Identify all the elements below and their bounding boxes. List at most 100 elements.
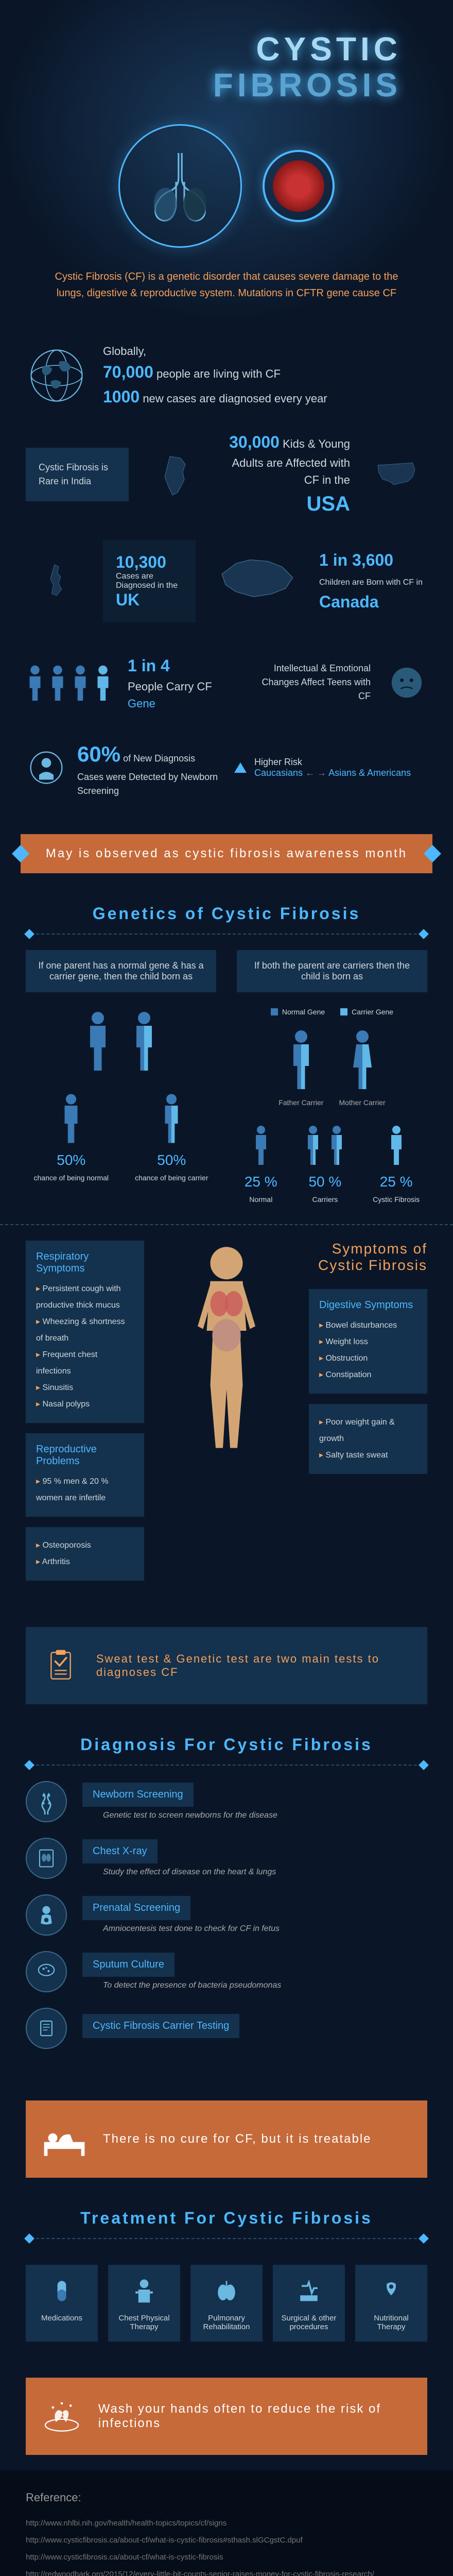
- wash-hands-banner: Wash your hands often to reduce the risk…: [26, 2378, 427, 2455]
- treatment-icon: [211, 2275, 242, 2306]
- list-item: http://www.nhlbi.nih.gov/health/health-t…: [26, 2515, 427, 2532]
- scenario1-outcomes: 50% chance of being normal 50% chance of…: [26, 1090, 216, 1182]
- scenario2-outcomes: 25 % Normal 50 % Carriers 25 % Cystic Fi…: [237, 1122, 427, 1204]
- outcome2-pct1: 25 %: [245, 1174, 277, 1190]
- outcome1-pct1: 50%: [57, 1152, 85, 1168]
- diagnosis-icon: [26, 1781, 67, 1822]
- treatment-card: Surgical & other procedures: [273, 2265, 345, 2342]
- outcome2-carriers: 50 % Carriers: [303, 1122, 347, 1204]
- carry-ratio: 1 in 4: [128, 656, 170, 675]
- stat-uk: 10,300 Cases are Diagnosed in the UK: [103, 540, 196, 622]
- list-item: http://www.cysticfibrosis.ca/about-cf/wh…: [26, 2549, 427, 2566]
- outcome2-normal: 25 % Normal: [245, 1122, 277, 1204]
- legend-carrier: Carrier Gene: [340, 1008, 393, 1016]
- legend-carrier-label: Carrier Gene: [352, 1008, 393, 1016]
- carry-text: 1 in 4 People Carry CF Gene: [128, 653, 216, 712]
- canada-map-icon: [211, 550, 304, 612]
- stat-global-text: Globally, 70,000 people are living with …: [103, 343, 327, 409]
- digestive-title: Digestive Symptoms: [319, 1299, 417, 1311]
- risk-asians: Asians & Americans: [328, 768, 411, 778]
- diagnosis-item: Sputum Culture To detect the presence of…: [26, 1951, 427, 1992]
- other-list: OsteoporosisArthritis: [36, 1537, 134, 1570]
- diagnosis-content: Cystic Fibrosis Carrier Testing: [82, 2014, 427, 2042]
- newcases-desc: new cases are diagnosed every year: [143, 392, 327, 405]
- arrow-up-icon: [234, 762, 247, 773]
- treatment-label: Nutritional Therapy: [361, 2314, 421, 2331]
- respiratory-group: Respiratory Symptoms Persistent cough wi…: [26, 1241, 144, 1423]
- list-item: Sinusitis: [36, 1380, 134, 1396]
- mother-label: Mother Carrier: [339, 1098, 385, 1107]
- teen-face-icon: [386, 662, 427, 703]
- scenario1-desc: If one parent has a normal gene & has a …: [26, 950, 216, 992]
- list-item: 95 % men & 20 % women are infertile: [36, 1473, 134, 1506]
- outcome1-pct2: 50%: [157, 1152, 186, 1168]
- list-item: http://www.cysticfibrosis.ca/about-cf/wh…: [26, 2532, 427, 2549]
- global-stats-section: Globally, 70,000 people are living with …: [0, 322, 453, 819]
- cell-icon: [273, 160, 324, 212]
- outcome2-cf: 25 % Cystic Fibrosis: [373, 1122, 420, 1204]
- list-item: Nasal polyps: [36, 1396, 134, 1413]
- diagnosis-name: Prenatal Screening: [82, 1896, 190, 1920]
- treatment-label: Surgical & other procedures: [279, 2314, 339, 2331]
- global-desc: people are living with CF: [156, 367, 281, 380]
- diagnosis-item: Prenatal Screening Amniocentesis test do…: [26, 1894, 427, 1936]
- symptoms-heading: Symptoms of Cystic Fibrosis: [309, 1241, 427, 1274]
- india-text: Cystic Fibrosis is Rare in India: [39, 461, 116, 488]
- diagnosis-desc: To detect the presence of bacteria pseud…: [82, 1981, 427, 1990]
- awareness-banner: May is observed as cystic fibrosis aware…: [21, 834, 432, 873]
- outcome-normal: 50% chance of being normal: [34, 1090, 109, 1182]
- uk-desc: Cases are Diagnosed in the: [116, 572, 183, 590]
- risk-caucasians: Caucasians: [254, 768, 303, 778]
- diagnosis-content: Chest X-ray Study the effect of disease …: [82, 1839, 427, 1877]
- hospital-bed-icon: [41, 2116, 88, 2162]
- lungs-icon: [139, 145, 221, 227]
- infographic-root: CYSTIC FIBROSIS Cystic Fibrosis (CF) is …: [0, 0, 453, 2576]
- genetics-heading: Genetics of Cystic Fibrosis: [26, 889, 427, 935]
- treatment-icon: [293, 2275, 324, 2306]
- usa-count: 30,000: [229, 433, 280, 451]
- parent-carrier-icon: [129, 1008, 160, 1075]
- list-item: Arthritis: [36, 1554, 134, 1570]
- lung-illustration: [21, 124, 432, 248]
- treatment-heading: Treatment For Cystic Fibrosis: [26, 2193, 427, 2239]
- diagnosis-tests-banner: Sweat test & Genetic test are two main t…: [26, 1627, 427, 1704]
- diagnosis-list: Newborn Screening Genetic test to screen…: [0, 1781, 453, 2085]
- newcases-count: 1000: [103, 387, 140, 406]
- symptoms-left-col: Respiratory Symptoms Persistent cough wi…: [26, 1241, 144, 1591]
- treatment-icon: [376, 2275, 407, 2306]
- header-section: CYSTIC FIBROSIS Cystic Fibrosis (CF) is …: [0, 0, 453, 322]
- reproductive-group: Reproductive Problems 95 % men & 20 % wo…: [26, 1433, 144, 1517]
- list-item: Obstruction: [319, 1350, 417, 1367]
- diagnosis-item: Cystic Fibrosis Carrier Testing: [26, 2008, 427, 2049]
- mother-figure: Mother Carrier: [339, 1026, 385, 1107]
- list-item: Osteoporosis: [36, 1537, 134, 1554]
- risk-label: Higher Risk: [254, 757, 411, 768]
- carry-gene: Gene: [128, 697, 155, 710]
- outcome2-label1: Normal: [249, 1195, 272, 1204]
- canada-desc: Children are Born with CF in: [319, 578, 423, 587]
- diagnosis-name: Newborn Screening: [82, 1783, 194, 1807]
- diagnosis-icon: [26, 1951, 67, 1992]
- treatment-icon: [129, 2275, 160, 2306]
- references-list: http://www.nhlbi.nih.gov/health/health-t…: [26, 2515, 427, 2576]
- legend-normal-label: Normal Gene: [282, 1008, 325, 1016]
- people-icons: [26, 665, 112, 701]
- diagnosis-name: Cystic Fibrosis Carrier Testing: [82, 2014, 239, 2038]
- father-label: Father Carrier: [278, 1098, 323, 1107]
- canada-ratio: 1 in 3,600: [319, 551, 393, 569]
- usa-map-icon: [365, 444, 427, 505]
- list-item: Persistent cough with productive thick m…: [36, 1281, 134, 1314]
- treatment-label: Pulmonary Rehabilitation: [197, 2314, 256, 2331]
- stat-newborn: 60% of New Diagnosis Cases were Detected…: [26, 738, 219, 798]
- diagnosis-content: Sputum Culture To detect the presence of…: [82, 1953, 427, 1990]
- teens-text: Intellectual & Emotional Changes Affect …: [247, 662, 371, 703]
- diagnosis-heading: Diagnosis For Cystic Fibrosis: [26, 1720, 427, 1766]
- outcome1-label1: chance of being normal: [34, 1174, 109, 1182]
- respiratory-list: Persistent cough with productive thick m…: [36, 1281, 134, 1413]
- outcome1-label2: chance of being carrier: [135, 1174, 208, 1182]
- newborn-pct: 60%: [77, 742, 120, 766]
- treatment-card: Chest Physical Therapy: [108, 2265, 180, 2342]
- other-group: OsteoporosisArthritis: [26, 1527, 144, 1581]
- treatment-label: Medications: [41, 2314, 82, 2323]
- outcome2-pct2: 50 %: [308, 1174, 341, 1190]
